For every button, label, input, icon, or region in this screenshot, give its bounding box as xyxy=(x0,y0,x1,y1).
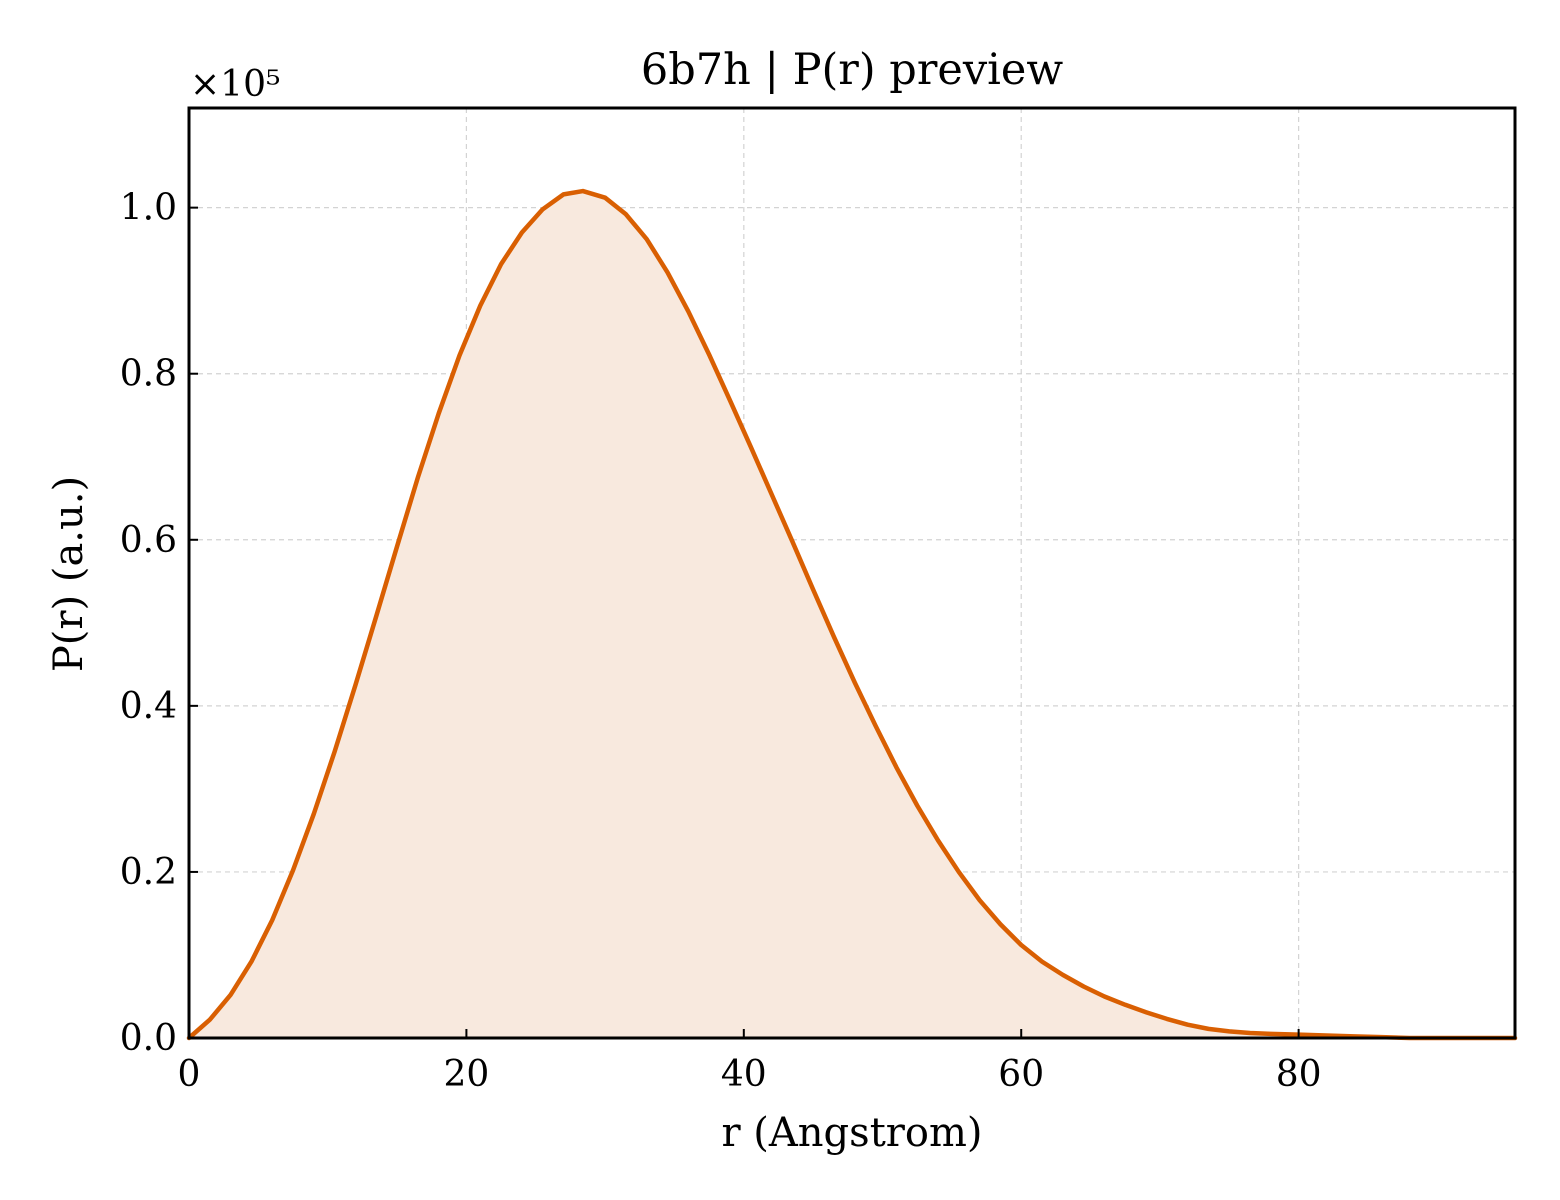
y-tick-label: 0.8 xyxy=(120,354,177,395)
x-tick-label: 40 xyxy=(721,1054,767,1095)
y-tick-label: 1.0 xyxy=(120,188,177,229)
x-tick-label: 80 xyxy=(1276,1054,1322,1095)
chart-title: 6b7h | P(r) preview xyxy=(641,45,1063,95)
y-tick-label: 0.6 xyxy=(120,520,177,561)
ticks: 0 20 40 60 80 0.0 0.2 0.4 0.6 0.8 1.0 xyxy=(120,188,1322,1095)
y-axis-multiplier: ×10⁵ xyxy=(190,64,280,105)
x-axis-title: r (Angstrom) xyxy=(721,1110,982,1156)
y-tick-label: 0.2 xyxy=(120,852,177,893)
x-tick-label: 60 xyxy=(998,1054,1044,1095)
pr-area-fill xyxy=(189,191,1515,1039)
pr-curve xyxy=(186,188,1518,1041)
x-tick-label: 20 xyxy=(443,1054,489,1095)
axes-frame xyxy=(187,106,1517,1040)
x-tick-label: 0 xyxy=(178,1054,201,1095)
y-axis-title: P(r) (a.u.) xyxy=(46,476,92,672)
y-tick-label: 0.4 xyxy=(120,686,177,727)
y-tick-label: 0.0 xyxy=(120,1018,177,1059)
